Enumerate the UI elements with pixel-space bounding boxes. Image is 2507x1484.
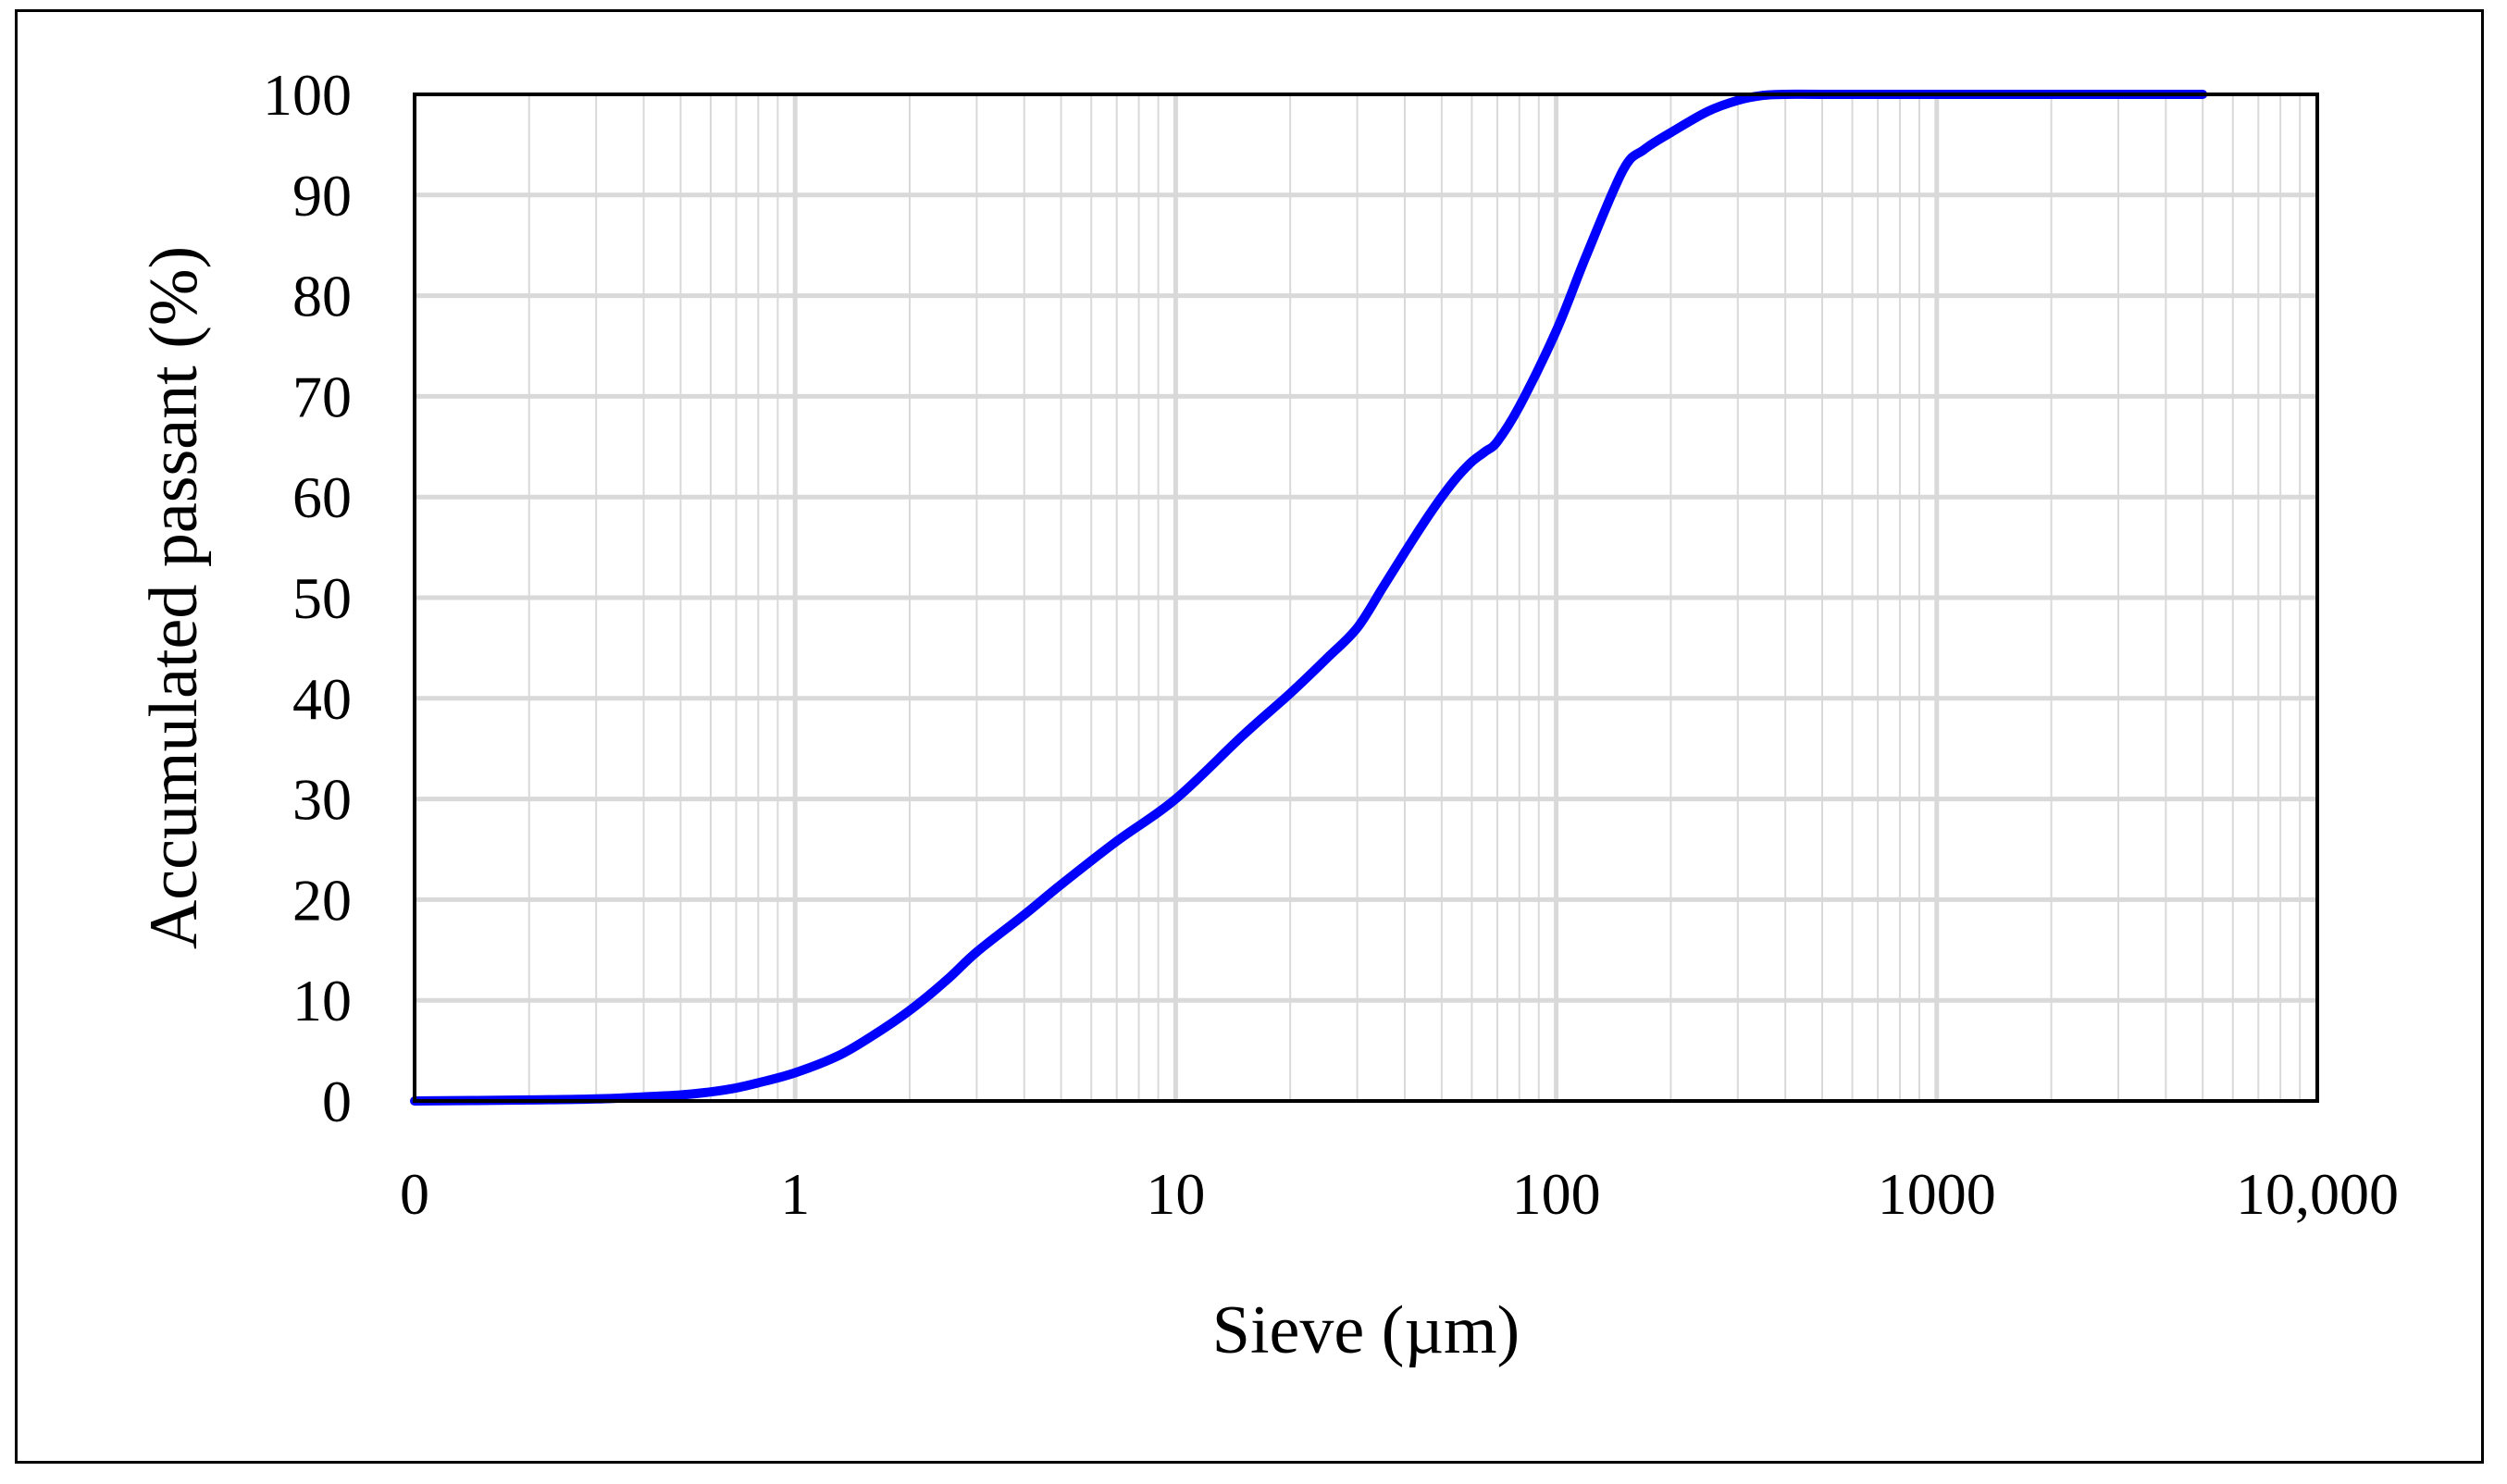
y-tick-label: 0 — [322, 1069, 352, 1134]
x-tick-label: 10,000 — [2236, 1161, 2399, 1227]
y-tick-label: 80 — [292, 264, 352, 329]
y-tick-label: 100 — [263, 62, 352, 128]
y-axis-tick-labels: 0 10 20 30 40 50 60 70 80 90 100 — [263, 62, 352, 1134]
x-axis-tick-labels: 0 1 10 100 1000 10,000 — [400, 1161, 2399, 1227]
y-tick-label: 60 — [292, 464, 352, 530]
chart-frame — [15, 9, 2484, 1464]
y-tick-label: 30 — [292, 767, 352, 833]
x-tick-label: 10 — [1146, 1161, 1205, 1227]
y-tick-label: 10 — [292, 968, 352, 1033]
y-tick-label: 40 — [292, 666, 352, 732]
y-tick-label: 70 — [292, 364, 352, 429]
major-gridlines — [415, 94, 2317, 1101]
y-tick-label: 50 — [292, 565, 352, 631]
y-tick-label: 90 — [292, 163, 352, 229]
y-axis-title: Accumulated passant (%) — [136, 246, 212, 949]
x-axis-title: Sieve (µm) — [1212, 1292, 1520, 1368]
x-tick-label: 1000 — [1878, 1161, 1996, 1227]
plot-area-border — [413, 93, 2319, 1103]
x-tick-label: 1 — [780, 1161, 810, 1227]
x-tick-label: 100 — [1512, 1161, 1601, 1227]
y-tick-label: 20 — [292, 867, 352, 933]
x-tick-label: 0 — [400, 1161, 429, 1227]
series-line — [410, 89, 2208, 1106]
series-layer — [410, 89, 2208, 1106]
